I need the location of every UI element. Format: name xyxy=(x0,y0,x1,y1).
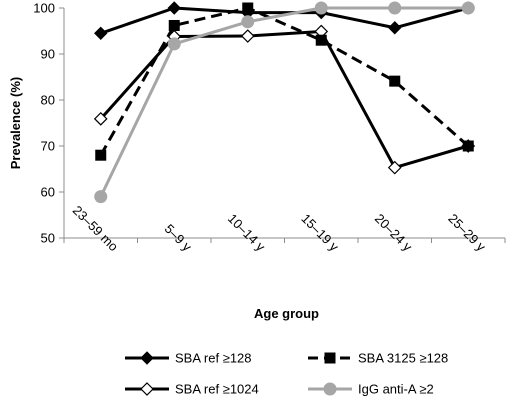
legend-marker xyxy=(140,351,154,365)
series-1 xyxy=(95,2,474,161)
data-point xyxy=(242,2,254,14)
x-tick-label: 20–24 y xyxy=(372,211,416,255)
data-point xyxy=(93,112,108,126)
data-point xyxy=(167,1,181,15)
data-point xyxy=(461,1,475,15)
y-tick-label: 70 xyxy=(41,139,55,154)
x-tick-labels: 23–59 mo 5–9 y 10–14 y 15–19 y 20–24 y 25–29 … xyxy=(70,203,489,255)
y-axis-title: Prevalence (%) xyxy=(8,77,23,170)
legend-marker xyxy=(140,382,154,396)
data-point xyxy=(167,37,181,51)
x-tick-label: 10–14 y xyxy=(225,211,269,255)
legend-label: SBA 3125 ≥128 xyxy=(358,351,448,366)
data-point xyxy=(94,190,108,204)
legend: SBA ref ≥128 SBA 3125 ≥128 SBA ref ≥1024 Ig… xyxy=(125,351,448,397)
data-point xyxy=(94,26,108,41)
series-line xyxy=(99,6,470,156)
legend-label: SBA ref ≥1024 xyxy=(175,382,259,397)
y-tick-label: 60 xyxy=(41,185,55,200)
data-point xyxy=(387,160,402,175)
data-point xyxy=(168,19,180,31)
legend-label: SBA ref ≥128 xyxy=(175,351,252,366)
data-point xyxy=(314,1,328,15)
series-line xyxy=(99,29,469,170)
y-tick-label: 90 xyxy=(41,47,55,62)
legend-marker xyxy=(324,352,336,364)
data-point xyxy=(95,149,107,161)
series-group xyxy=(93,1,476,204)
data-point xyxy=(388,21,402,35)
legend-item: SBA 3125 ≥128 xyxy=(308,351,448,366)
data-point xyxy=(315,34,327,46)
y-tick-label: 50 xyxy=(41,231,55,246)
legend-label: IgG anti-A ≥2 xyxy=(358,382,434,397)
x-tick-label: 23–59 mo xyxy=(70,203,121,254)
x-axis-title: Age group xyxy=(254,306,319,321)
data-point xyxy=(240,29,255,43)
x-tick-label: 15–19 y xyxy=(298,211,342,255)
data-point xyxy=(388,1,402,15)
y-tick-label: 80 xyxy=(41,93,55,108)
legend-item: SBA ref ≥128 xyxy=(125,351,252,366)
series-line xyxy=(99,6,469,198)
series-line xyxy=(100,6,469,35)
data-point xyxy=(462,140,474,152)
legend-item: IgG anti-A ≥2 xyxy=(308,382,434,397)
x-tick-label: 25–29 y xyxy=(445,211,489,255)
series-3 xyxy=(94,1,475,204)
legend-marker xyxy=(323,382,337,396)
data-point xyxy=(241,15,255,29)
y-tick-label: 100 xyxy=(33,1,55,16)
legend-item: SBA ref ≥1024 xyxy=(125,382,259,397)
axes xyxy=(59,7,506,243)
data-point xyxy=(389,75,401,87)
y-tick-labels: 50 60 70 80 90 100 xyxy=(33,1,55,246)
